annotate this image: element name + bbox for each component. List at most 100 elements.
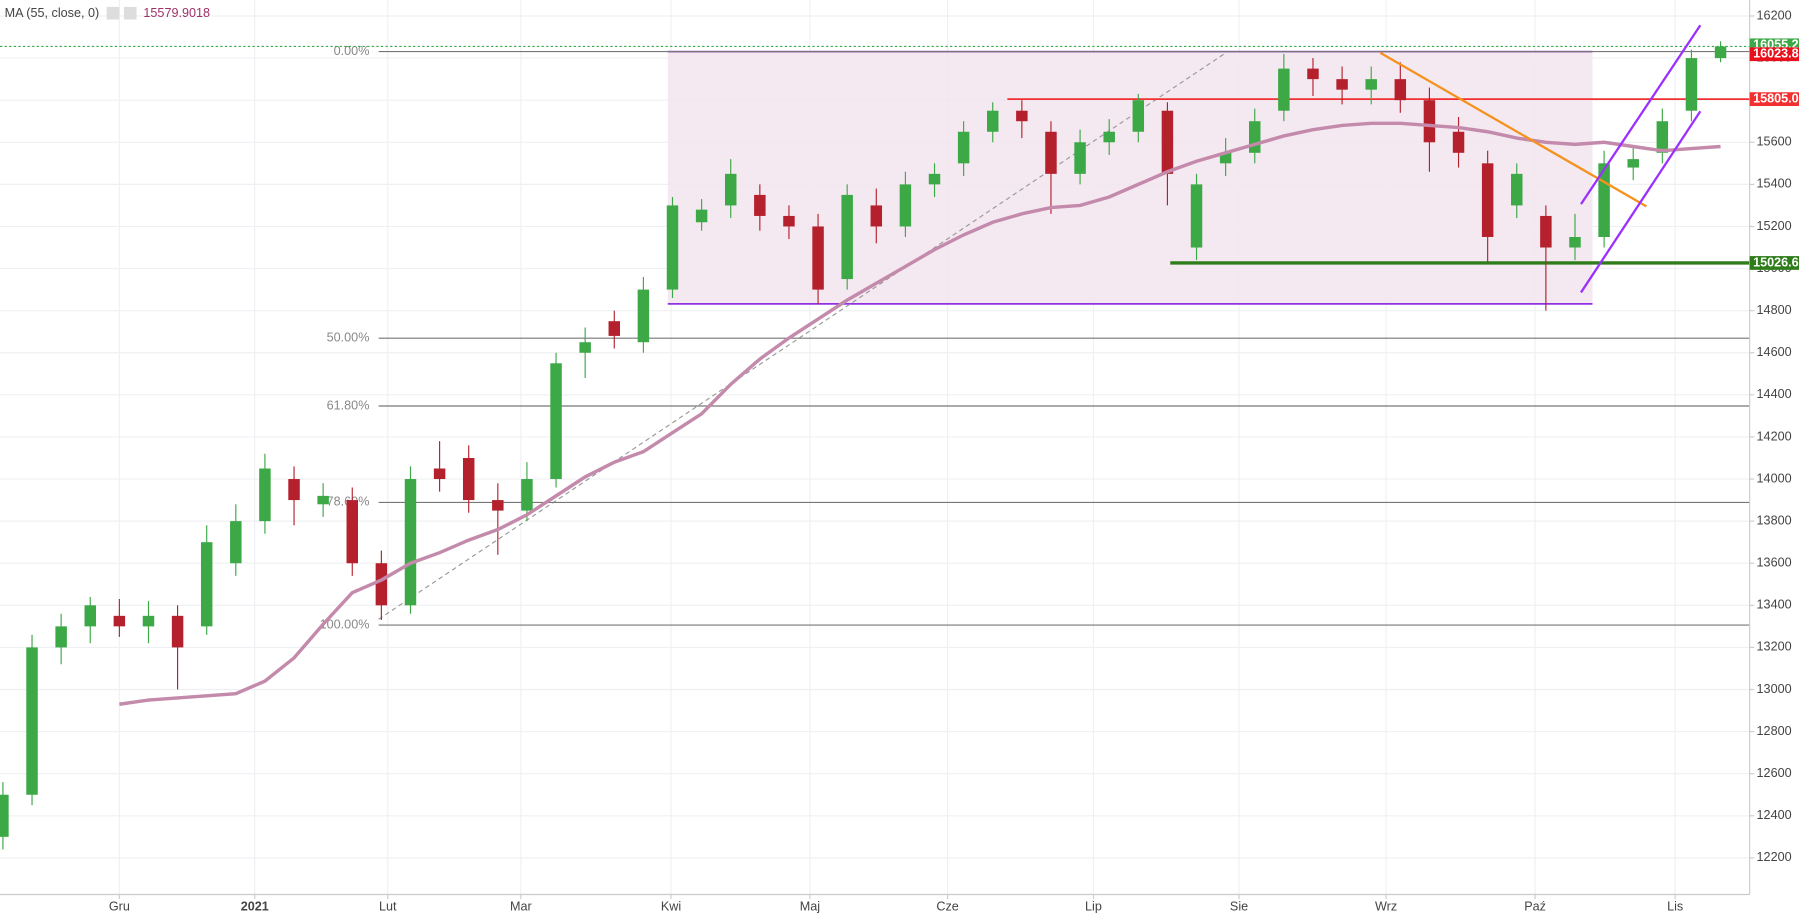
candle-body	[1249, 121, 1261, 153]
candle-body	[1219, 152, 1232, 164]
candle-body	[899, 184, 912, 227]
candle-body	[695, 209, 708, 223]
candle-body	[957, 131, 970, 164]
candle-body	[637, 289, 650, 343]
fib-label: 100.00%	[320, 617, 370, 631]
candle-body	[200, 542, 213, 627]
candle-body	[1045, 131, 1057, 174]
candle-body	[987, 110, 999, 132]
candle-body	[433, 468, 446, 480]
candle-body	[492, 500, 504, 511]
candle-body	[1656, 121, 1669, 153]
candle-body	[579, 342, 591, 353]
candle-body	[812, 226, 824, 290]
y-tick-label: 14800	[1757, 303, 1792, 317]
y-tick-label: 15400	[1757, 177, 1792, 191]
price-tag-label: 16023.8	[1753, 47, 1799, 61]
candle-body	[1394, 79, 1407, 101]
y-tick-label: 13600	[1757, 556, 1792, 570]
y-tick-label: 13400	[1757, 598, 1792, 612]
price-lines	[0, 45, 1750, 265]
y-tick-label: 13200	[1757, 640, 1792, 654]
candle-body	[288, 479, 300, 501]
candle-body	[754, 194, 766, 216]
candle-body	[1685, 58, 1698, 111]
candle-body	[1336, 79, 1348, 90]
x-tick-label: Lip	[1085, 899, 1102, 913]
candle-body	[1481, 163, 1494, 237]
candle-body	[1307, 68, 1319, 80]
x-tick-label: Paź	[1524, 899, 1546, 913]
candle-body	[1452, 131, 1465, 153]
x-tick-label: Gru	[109, 899, 130, 913]
candle-body	[346, 500, 358, 564]
candle-body	[608, 321, 621, 336]
channel-upper	[1580, 24, 1702, 205]
range-box	[667, 51, 1593, 304]
candle-body	[666, 205, 679, 290]
candle-body	[1423, 100, 1436, 143]
y-tick-label: 12600	[1757, 766, 1792, 780]
y-tick-label: 16200	[1757, 8, 1792, 22]
price-tag-label: 15026.6	[1753, 255, 1799, 269]
candle-body	[521, 479, 533, 511]
settings-icon[interactable]	[106, 6, 120, 20]
trend-line	[1379, 51, 1647, 208]
y-tick-label: 15600	[1757, 135, 1792, 149]
price-tag	[1749, 92, 1799, 107]
candle-body	[870, 205, 883, 227]
y-tick-label: 14600	[1757, 345, 1792, 359]
y-tick-label: 12800	[1757, 724, 1792, 738]
candle-body	[841, 194, 853, 280]
candle-body	[26, 647, 38, 795]
y-tick-label: 13000	[1757, 682, 1792, 696]
x-tick-label: Lis	[1667, 899, 1683, 913]
close-icon[interactable]	[123, 6, 137, 20]
candle-body	[84, 605, 96, 627]
x-tick-label: Maj	[800, 899, 820, 913]
y-tick-label: 15200	[1757, 219, 1792, 233]
candle-body	[550, 363, 562, 480]
candle-body	[724, 173, 737, 206]
candle-body	[113, 615, 126, 627]
candle-body	[1161, 110, 1174, 174]
price-tag-label: 15805.0	[1753, 91, 1799, 105]
candle-body	[317, 495, 329, 505]
candle-body	[1511, 173, 1523, 206]
candle-body	[1074, 142, 1086, 174]
candle-body	[0, 794, 9, 837]
candle-body	[1365, 79, 1377, 90]
axis-labels: 12200 12400 12600 12800 13000 13200 13400 13600…	[109, 8, 1799, 913]
candles	[0, 41, 1727, 850]
candle-body	[928, 173, 941, 185]
candle-body	[404, 479, 417, 606]
candle-body	[1540, 215, 1552, 248]
candle-body	[1190, 184, 1203, 248]
x-tick-label: Lut	[379, 899, 397, 913]
candle-body	[1132, 100, 1145, 132]
candle-body	[1598, 163, 1610, 237]
candle-body	[375, 563, 388, 606]
y-tick-label: 12200	[1757, 850, 1792, 864]
candle-body	[230, 521, 242, 564]
price-tag	[1749, 47, 1799, 62]
x-tick-label: 2021	[241, 899, 269, 913]
candle-body	[1569, 236, 1581, 248]
x-tick-label: Wrz	[1375, 899, 1397, 913]
x-tick-label: Mar	[510, 899, 532, 913]
candle-body	[171, 615, 184, 648]
y-tick-label: 14000	[1757, 471, 1792, 485]
candle-body	[1103, 131, 1115, 143]
fib-levels: 0.00%50.00%61.80%78.60%100.00%	[320, 44, 1750, 631]
x-tick-label: Cze	[936, 899, 958, 913]
fib-trend	[378, 51, 1228, 620]
y-tick-label: 13800	[1757, 513, 1792, 527]
candle-body	[1714, 46, 1727, 59]
fib-label: 0.00%	[334, 44, 370, 58]
x-tick-label: Kwi	[661, 899, 681, 913]
indicator-name: MA (55, close, 0)	[5, 6, 100, 20]
candle-body	[462, 457, 475, 501]
candle-body	[142, 615, 155, 627]
